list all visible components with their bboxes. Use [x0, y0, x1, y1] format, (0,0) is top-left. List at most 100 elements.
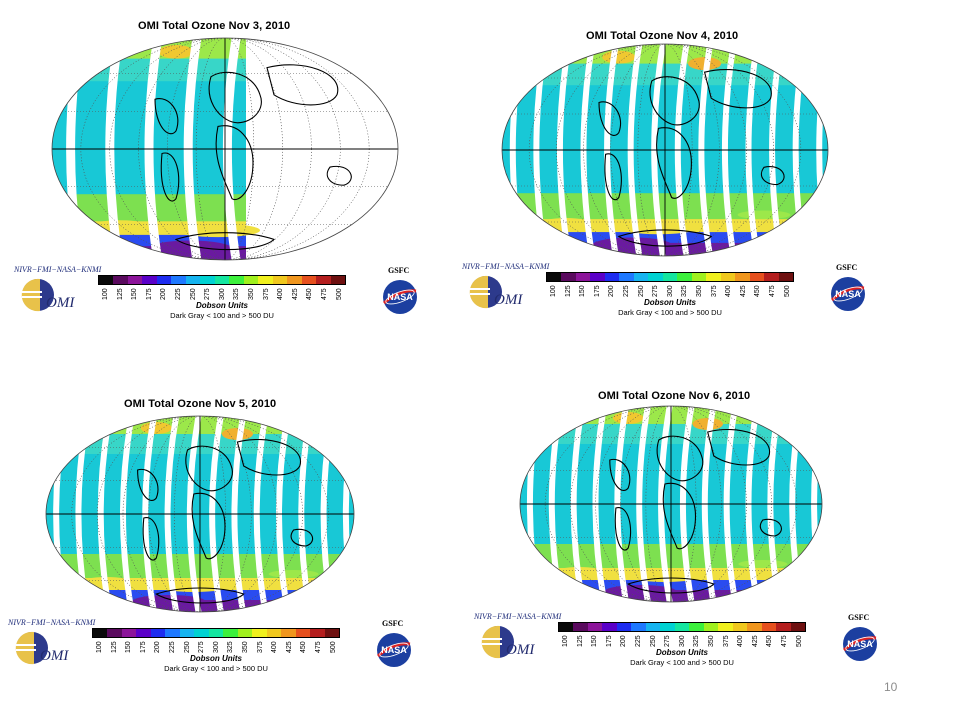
- continent-outline: [266, 64, 339, 106]
- colorbar-tick-label: 400: [270, 641, 278, 653]
- colorbar-tick-label: 100: [101, 288, 109, 300]
- continent-outline: [155, 587, 245, 604]
- colorbar-tick-label: 275: [663, 635, 671, 647]
- colorbar-tick-label: 250: [183, 641, 191, 653]
- continent-outline: [191, 492, 226, 560]
- ozone-field: [46, 416, 354, 612]
- continent-outline: [614, 507, 632, 551]
- omi-logo-text: OMI: [506, 642, 535, 658]
- colorbar-tick-label: 150: [124, 641, 132, 653]
- continent-outline: [662, 482, 697, 550]
- ozone-globe-map: [501, 43, 829, 257]
- colorbar-tick-label: 325: [227, 641, 235, 653]
- colorbar-tick-label: 300: [212, 641, 220, 653]
- ozone-field: [502, 44, 828, 256]
- svg-text:NASA: NASA: [835, 289, 861, 299]
- omi-logo-icon: [21, 278, 54, 312]
- colorbar-tick-label: 200: [154, 641, 162, 653]
- continent-outline: [142, 517, 160, 561]
- continent-outline: [759, 518, 782, 537]
- ozone-globe-map: [51, 37, 399, 261]
- colorbar-tick-label: 450: [300, 641, 308, 653]
- colorbar-tick-label: 500: [795, 635, 803, 647]
- ozone-colorbar: [546, 272, 794, 282]
- map-title: OMI Total Ozone Nov 4, 2010: [586, 30, 739, 42]
- colorbar-tick-label: 475: [314, 641, 322, 653]
- continent-outline: [326, 165, 352, 186]
- colorbar-tick-label: 300: [218, 288, 226, 300]
- colorbar-tick-label: 175: [605, 635, 613, 647]
- colorbar-segment: [93, 629, 108, 637]
- ozone-field: [52, 38, 398, 260]
- colorbar-segment: [645, 623, 661, 631]
- colorbar-segment: [136, 629, 151, 637]
- colorbar-tick-label: 200: [608, 285, 616, 297]
- colorbar-segment: [631, 623, 646, 631]
- colorbar-tick-label: 175: [139, 641, 147, 653]
- colorbar-tick-label: 100: [549, 285, 557, 297]
- colorbar-tick-label: 350: [707, 635, 715, 647]
- colorbar-segment: [720, 273, 736, 281]
- nasa-logo-icon: NASA: [383, 280, 417, 314]
- colorbar-tick-label: 225: [634, 635, 642, 647]
- continent-outline: [656, 435, 704, 482]
- colorbar-segment: [590, 273, 605, 281]
- colorbar-segment: [776, 623, 791, 631]
- colorbar-segment: [316, 276, 331, 284]
- continent-outline: [760, 166, 785, 186]
- continent-outline: [137, 468, 159, 501]
- colorbar-segment: [330, 276, 345, 284]
- omi-logo-icon: [481, 625, 514, 659]
- omi-logo-text: OMI: [40, 648, 69, 664]
- units-label: Dobson Units: [644, 298, 696, 307]
- continent-outline: [707, 428, 771, 466]
- range-note: Dark Gray < 100 and > 500 DU: [170, 311, 274, 320]
- colorbar-tick-label: 400: [736, 635, 744, 647]
- colorbar-segment: [171, 276, 186, 284]
- page-number: 10: [884, 680, 898, 694]
- colorbar-tick-label: 175: [145, 288, 153, 300]
- colorbar-ticks: 100 125 150 175 200 225 250 275 300 325 350 375 400 4…: [546, 283, 794, 297]
- svg-text:NASA: NASA: [387, 292, 413, 302]
- colorbar-segment: [718, 623, 733, 631]
- colorbar-tick-label: 475: [768, 285, 776, 297]
- colorbar-segment: [561, 273, 576, 281]
- colorbar-tick-label: 375: [722, 635, 730, 647]
- colorbar-segment: [761, 623, 777, 631]
- colorbar-tick-label: 275: [203, 288, 211, 300]
- data-credit-label: NIVR−FMI−NASA−KNMI: [14, 265, 102, 274]
- ozone-globe-map: [45, 415, 355, 613]
- colorbar-segment: [107, 629, 122, 637]
- colorbar-segment: [691, 273, 707, 281]
- colorbar-tick-label: 400: [724, 285, 732, 297]
- colorbar-segment: [165, 629, 180, 637]
- colorbar-tick-label: 250: [189, 288, 197, 300]
- colorbar-segment: [243, 276, 259, 284]
- continent-outline: [626, 577, 715, 594]
- gsfc-label: GSFC: [388, 266, 410, 275]
- colorbar-segment: [121, 629, 137, 637]
- colorbar-segment: [200, 276, 215, 284]
- colorbar-segment: [648, 273, 663, 281]
- colorbar-segment: [281, 629, 296, 637]
- colorbar-segment: [559, 623, 574, 631]
- colorbar-segment: [619, 273, 634, 281]
- colorbar-tick-label: 200: [620, 635, 628, 647]
- continent-outline: [154, 98, 179, 135]
- colorbar-tick-label: 125: [564, 285, 572, 297]
- colorbar-ticks: 100 125 150 175 200 225 250 275 300 325 350 375 400 4…: [92, 639, 340, 653]
- colorbar-tick-label: 375: [710, 285, 718, 297]
- colorbar-segment: [732, 623, 748, 631]
- colorbar-tick-label: 175: [593, 285, 601, 297]
- colorbar-segment: [99, 276, 114, 284]
- svg-text:NASA: NASA: [381, 645, 407, 655]
- colorbar-tick-label: 325: [693, 635, 701, 647]
- colorbar-segment: [706, 273, 721, 281]
- colorbar-segment: [252, 629, 267, 637]
- colorbar-tick-label: 150: [578, 285, 586, 297]
- range-note: Dark Gray < 100 and > 500 DU: [164, 664, 268, 673]
- continent-outline: [160, 152, 180, 202]
- ozone-globe-map: [519, 405, 823, 603]
- colorbar-segment: [214, 276, 230, 284]
- colorbar-tick-label: 500: [783, 285, 791, 297]
